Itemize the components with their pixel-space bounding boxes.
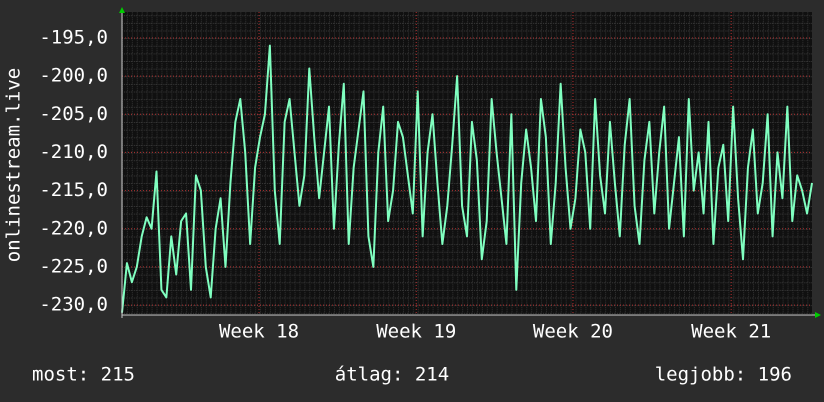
y-tick-label: -220,0: [39, 217, 108, 239]
y-tick-label: -210,0: [39, 141, 108, 163]
footer-max: legjobb: 196: [655, 364, 792, 386]
footer-average: átlag: 214: [335, 364, 449, 386]
y-tick-label: -225,0: [39, 255, 108, 277]
y-tick-label: -200,0: [39, 65, 108, 87]
axis-arrow: [815, 312, 821, 318]
series-line: [121, 44, 813, 313]
y-tick-label: -215,0: [39, 179, 108, 201]
x-tick-label: Week 19: [376, 321, 456, 343]
y-tick-label: -205,0: [39, 103, 108, 125]
y-tick-label: -195,0: [39, 26, 108, 48]
minor-grid: [122, 12, 812, 315]
y-tick-label: -230,0: [39, 294, 108, 316]
x-tick-label: Week 21: [691, 321, 771, 343]
x-tick-label: Week 20: [533, 321, 613, 343]
y-axis-label: onlinestream.live: [3, 68, 25, 262]
x-tick-label: Week 18: [219, 321, 299, 343]
axis-arrow: [119, 7, 125, 13]
footer-current: most: 215: [32, 364, 135, 386]
